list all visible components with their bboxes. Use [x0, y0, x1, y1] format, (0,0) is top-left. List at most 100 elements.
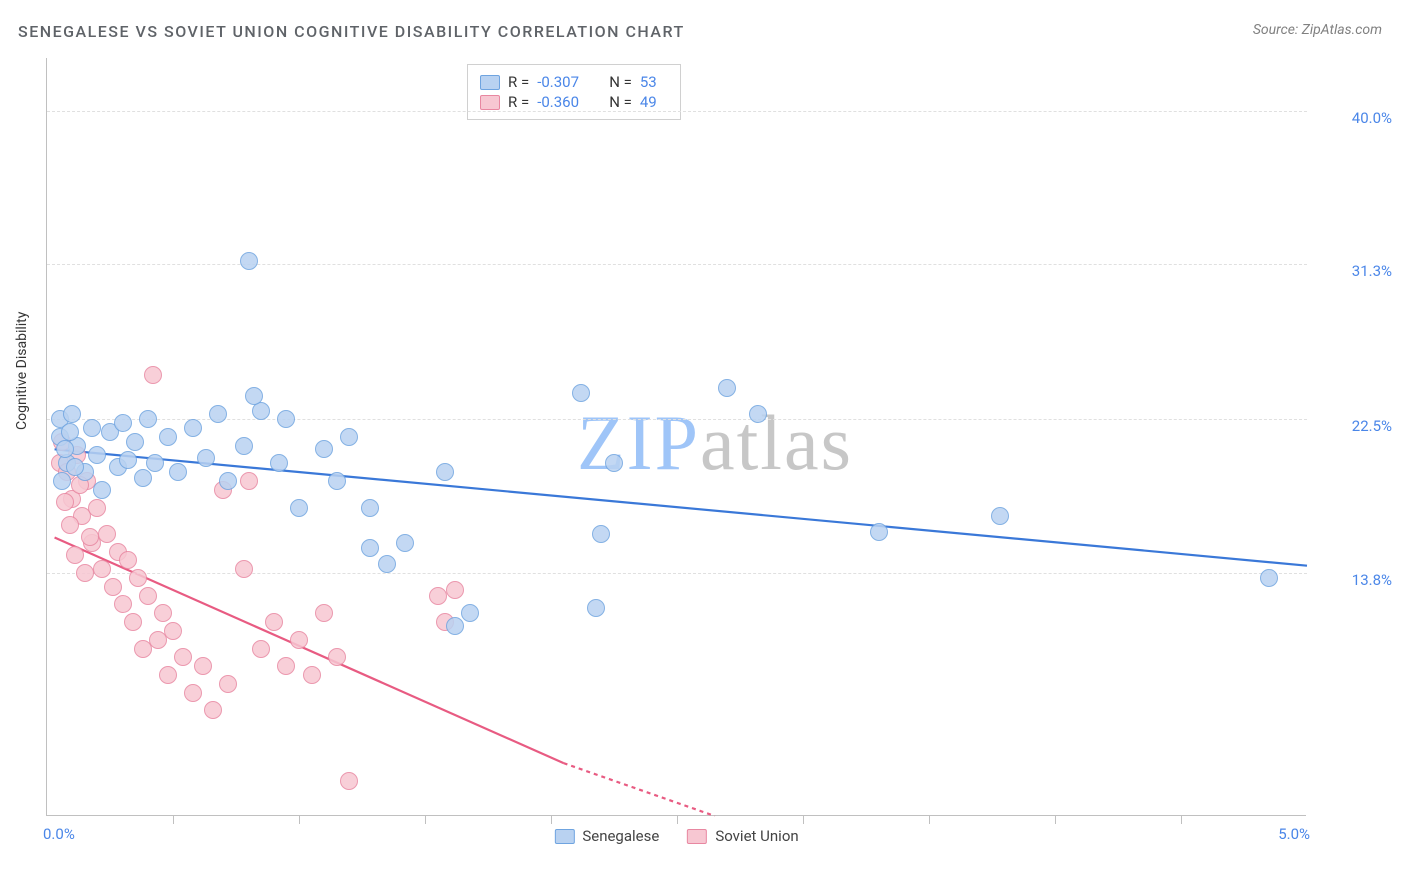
legend-label-soviet: Soviet Union [715, 827, 798, 845]
senegalese-point [159, 428, 177, 446]
gridline [47, 419, 1307, 420]
soviet-point [124, 613, 142, 631]
y-tick-label: 22.5% [1320, 417, 1392, 435]
soviet-point [174, 648, 192, 666]
senegalese-point [446, 617, 464, 635]
soviet-point [446, 581, 464, 599]
senegalese-point [436, 463, 454, 481]
gridline [47, 111, 1307, 112]
senegalese-point [93, 481, 111, 499]
scatter-plot-area: ZIPatlas R = -0.307 N = 53 R = -0.360 N … [46, 58, 1306, 816]
senegalese-point [749, 405, 767, 423]
senegalese-point [197, 449, 215, 467]
soviet-point [61, 516, 79, 534]
x-tick [299, 816, 300, 824]
soviet-point [184, 684, 202, 702]
senegalese-point [361, 539, 379, 557]
soviet-point [219, 675, 237, 693]
senegalese-point [134, 469, 152, 487]
soviet-point [93, 560, 111, 578]
soviet-point [290, 631, 308, 649]
senegalese-point [139, 410, 157, 428]
senegalese-point [53, 472, 71, 490]
senegalese-point [718, 379, 736, 397]
soviet-point [164, 622, 182, 640]
y-axis-label: Cognitive Disability [14, 312, 30, 430]
x-axis-min-label: 0.0% [43, 825, 75, 843]
soviet-point [252, 640, 270, 658]
senegalese-point [146, 454, 164, 472]
senegalese-point [361, 499, 379, 517]
soviet-point [56, 493, 74, 511]
soviet-point [235, 560, 253, 578]
senegalese-point [328, 472, 346, 490]
legend: Senegalese Soviet Union [554, 827, 798, 845]
senegalese-point [61, 423, 79, 441]
senegalese-point [209, 405, 227, 423]
senegalese-point [315, 440, 333, 458]
senegalese-point [169, 463, 187, 481]
chart-title: SENEGALESE VS SOVIET UNION COGNITIVE DIS… [18, 22, 685, 41]
soviet-point [66, 546, 84, 564]
senegalese-point [88, 446, 106, 464]
x-tick [929, 816, 930, 824]
trend-lines [47, 58, 1307, 816]
soviet-point [240, 472, 258, 490]
soviet-point [81, 528, 99, 546]
legend-item-senegalese: Senegalese [554, 827, 659, 845]
soviet-point [159, 666, 177, 684]
soviet-point [76, 564, 94, 582]
senegalese-point [219, 472, 237, 490]
soviet-point [429, 587, 447, 605]
senegalese-point [126, 433, 144, 451]
soviet-point [129, 569, 147, 587]
swatch-senegalese-icon [554, 829, 574, 844]
senegalese-point [340, 428, 358, 446]
senegalese-point [396, 534, 414, 552]
y-tick-label: 40.0% [1320, 109, 1392, 127]
senegalese-point [245, 387, 263, 405]
senegalese-point [991, 507, 1009, 525]
x-tick [425, 816, 426, 824]
x-tick [1055, 816, 1056, 824]
x-tick [173, 816, 174, 824]
senegalese-point [1260, 569, 1278, 587]
senegalese-point [378, 555, 396, 573]
trend-line [564, 763, 715, 816]
x-tick [803, 816, 804, 824]
senegalese-point [66, 458, 84, 476]
soviet-point [277, 657, 295, 675]
soviet-point [98, 525, 116, 543]
senegalese-point [572, 384, 590, 402]
legend-label-senegalese: Senegalese [582, 827, 659, 845]
senegalese-point [119, 451, 137, 469]
soviet-point [88, 499, 106, 517]
senegalese-point [63, 405, 81, 423]
senegalese-point [184, 419, 202, 437]
y-tick-label: 13.8% [1320, 571, 1392, 589]
soviet-point [119, 551, 137, 569]
soviet-point [328, 648, 346, 666]
x-tick [551, 816, 552, 824]
legend-item-soviet: Soviet Union [687, 827, 798, 845]
soviet-point [303, 666, 321, 684]
senegalese-point [114, 414, 132, 432]
senegalese-point [587, 599, 605, 617]
x-tick [1181, 816, 1182, 824]
senegalese-point [461, 604, 479, 622]
senegalese-point [83, 419, 101, 437]
senegalese-point [240, 252, 258, 270]
soviet-point [194, 657, 212, 675]
soviet-point [154, 604, 172, 622]
senegalese-point [290, 499, 308, 517]
senegalese-point [605, 454, 623, 472]
soviet-point [139, 587, 157, 605]
soviet-point [340, 772, 358, 790]
y-tick-label: 31.3% [1320, 262, 1392, 280]
trend-line [55, 449, 1307, 565]
senegalese-point [270, 454, 288, 472]
senegalese-point [277, 410, 295, 428]
soviet-point [265, 613, 283, 631]
senegalese-point [870, 523, 888, 541]
soviet-point [315, 604, 333, 622]
